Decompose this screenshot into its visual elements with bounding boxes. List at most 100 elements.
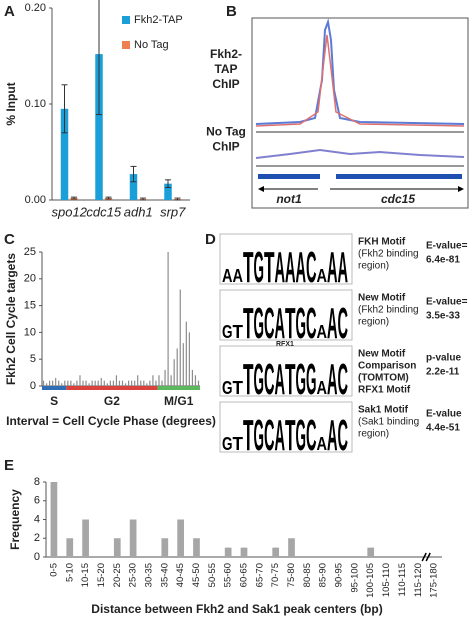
stat-label: E-value= [426,241,468,252]
bar [91,380,93,386]
motif-name: RFX1 Motif [358,385,411,396]
logo-letter: C [338,411,349,460]
logo-letter: C [264,355,275,404]
stat-label: E-value= [426,297,468,308]
bar [164,183,172,200]
bar [118,380,121,386]
gene-label: not1 [276,192,302,206]
bar [161,380,163,386]
bar [95,54,103,200]
stat-label: E-value [426,409,462,420]
stat-label: p-value [426,353,461,364]
stat-value: 3.5e-33 [426,311,460,322]
bar [67,380,69,386]
logo-letter: A [327,355,338,404]
logo-letter: A [317,434,328,454]
bar [182,343,184,386]
x-tick-label: 60-65 [239,563,250,587]
x-axis-label: Distance between Fkh2 and Sak1 peak cent… [91,602,382,616]
panel-label: B [226,3,237,20]
logo-letter: T [243,411,254,460]
x-tick-label: 0-5 [48,563,59,577]
bar [240,547,248,557]
axis-break [425,552,431,562]
bar [170,375,172,386]
bar [146,383,148,386]
bar [129,174,138,200]
logo-letter: G [254,243,265,292]
panel-label: E [4,457,14,474]
bar [50,482,58,557]
bar [155,380,157,386]
logo-letter: A [327,243,338,292]
y-tick-label: 4 [34,513,40,525]
bar [140,380,142,386]
panel-label: A [4,3,15,20]
x-tick-label: 15-20 [96,563,107,587]
track-label: TAP [214,62,237,76]
bar [73,383,75,386]
x-tick-label: 105-110 [381,563,392,597]
logo-letter: A [317,378,328,398]
bar [52,380,54,386]
bar [48,380,51,386]
bar [58,380,60,386]
y-axis-label: % Input [4,82,18,125]
bar [134,380,136,386]
notag-signal [255,148,465,159]
logo-letter: G [254,299,265,348]
bar [164,369,166,386]
bar [224,547,232,557]
phase-label: M/G1 [164,394,194,408]
x-tick-label: 25-30 [128,563,139,587]
logo-letter: C [264,299,275,348]
logo-letter: A [222,266,233,286]
bar [64,380,66,386]
arrow-head [458,186,464,192]
y-tick-label: 6 [34,495,40,507]
stat-value: 2.2e-11 [426,367,460,378]
logo-letter: G [222,434,233,454]
logo-letter: G [306,355,317,404]
logo-letter: C [338,355,349,404]
x-tick-label: 40-45 [175,563,186,587]
y-tick-label: 5 [30,353,36,365]
x-tick-label: 35-40 [159,563,170,587]
panel-label: C [4,231,15,248]
bar [124,383,127,386]
bar [161,538,169,557]
error-bar [139,197,146,201]
motif-name: New Motif [358,349,406,360]
y-axis-label: Frequency [8,489,22,550]
chip-peak [255,34,465,127]
logo-letter: T [233,434,244,454]
bar [179,289,181,386]
error-bar [70,196,77,200]
error-bar [130,165,137,183]
bar [137,375,139,386]
track-label: No Tag [206,125,246,139]
y-tick-label: 0.00 [25,194,46,206]
logo-letter: A [285,243,296,292]
arrow-head [258,186,264,192]
logo-letter: T [243,243,254,292]
browser-frame [251,17,469,209]
y-tick-label: 0 [34,551,40,563]
track-label: Fkh2- [210,47,242,61]
x-tick-label: adh1 [124,204,153,219]
bar [121,380,124,386]
genome-browser [251,17,469,209]
logo-frame [219,401,353,453]
logo-letter: A [233,266,244,286]
x-tick-label: 70-75 [270,563,281,587]
logo-frame [219,289,353,341]
x-axis-label: Interval = Cell Cycle Phase (degrees) [6,414,216,428]
phase-label: G2 [104,394,120,408]
logo-letter: A [275,355,286,404]
bar [79,375,81,386]
gene-model [336,174,462,179]
logo-tag: RFX1 [276,341,294,348]
logo-letter: A [317,322,328,342]
x-tick-label: 100-105 [365,563,376,598]
x-tick-label: 75-80 [286,563,297,587]
